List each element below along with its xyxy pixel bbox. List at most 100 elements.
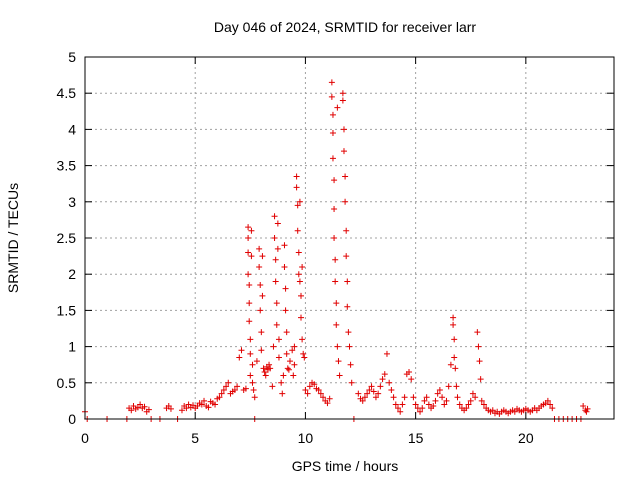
grid-lines xyxy=(85,57,614,419)
data-point xyxy=(247,336,254,343)
data-point xyxy=(128,407,135,414)
chart-title: Day 046 of 2024, SRMTID for receiver lar… xyxy=(214,19,477,35)
data-point xyxy=(201,397,208,404)
data-point xyxy=(245,224,252,231)
data-point xyxy=(347,361,354,368)
data-point xyxy=(475,343,482,350)
data-point xyxy=(278,379,285,386)
data-point xyxy=(178,407,185,414)
data-point xyxy=(434,390,441,397)
data-point xyxy=(329,130,336,137)
data-point xyxy=(377,383,384,390)
data-point xyxy=(326,395,333,402)
data-point xyxy=(275,354,282,361)
data-point xyxy=(216,394,223,401)
data-point xyxy=(342,173,349,180)
data-point xyxy=(436,387,443,394)
data-point xyxy=(406,368,413,375)
x-tick-label: 0 xyxy=(81,430,89,446)
y-tick-label: 4.5 xyxy=(57,85,77,101)
data-point xyxy=(472,394,479,401)
data-point xyxy=(299,336,306,343)
y-tick-label: 0.5 xyxy=(57,375,77,391)
data-point xyxy=(245,249,252,256)
data-point xyxy=(425,401,432,408)
data-point xyxy=(238,347,245,354)
data-point xyxy=(274,220,281,227)
data-point xyxy=(334,104,341,111)
data-point xyxy=(372,394,379,401)
x-tick-label: 15 xyxy=(408,430,424,446)
y-tick-label: 3 xyxy=(68,194,76,210)
data-point xyxy=(246,318,253,325)
data-point xyxy=(547,401,554,408)
x-tick-label: 5 xyxy=(191,430,199,446)
data-point xyxy=(451,354,458,361)
data-point xyxy=(283,350,290,357)
data-point xyxy=(300,350,307,357)
data-point xyxy=(301,354,308,361)
data-point xyxy=(328,79,335,86)
data-points xyxy=(82,79,591,422)
data-point xyxy=(345,329,352,336)
data-point xyxy=(259,292,266,299)
data-point xyxy=(478,397,485,404)
data-point xyxy=(419,405,426,412)
data-point xyxy=(454,394,461,401)
data-point xyxy=(245,271,252,278)
data-point xyxy=(450,321,457,328)
y-tick-label: 3.5 xyxy=(57,158,77,174)
data-point xyxy=(279,390,286,397)
data-point xyxy=(250,387,257,394)
data-point xyxy=(463,405,470,412)
data-point xyxy=(423,394,430,401)
data-point xyxy=(344,303,351,310)
data-point xyxy=(280,372,287,379)
data-point xyxy=(335,358,342,365)
data-point xyxy=(223,383,230,390)
data-point xyxy=(225,379,232,386)
data-point xyxy=(375,390,382,397)
x-tick-label: 10 xyxy=(298,430,314,446)
data-point xyxy=(344,278,351,285)
data-point xyxy=(390,394,397,401)
data-point xyxy=(282,307,289,314)
data-point xyxy=(370,388,377,395)
data-point xyxy=(346,343,353,350)
data-point xyxy=(272,278,279,285)
data-point xyxy=(258,347,265,354)
data-point xyxy=(392,401,399,408)
data-point xyxy=(282,285,289,292)
data-point xyxy=(410,394,417,401)
data-point xyxy=(453,383,460,390)
data-point xyxy=(364,390,371,397)
data-point xyxy=(293,184,300,191)
data-point xyxy=(342,198,349,205)
data-point xyxy=(315,387,322,394)
data-point xyxy=(469,390,476,397)
data-point xyxy=(183,405,190,412)
data-point xyxy=(343,227,350,234)
data-point xyxy=(286,358,293,365)
data-point xyxy=(198,401,205,408)
data-point xyxy=(348,379,355,386)
data-point xyxy=(544,397,551,404)
data-point xyxy=(266,361,273,368)
data-point xyxy=(260,365,267,372)
data-point xyxy=(293,173,300,180)
x-axis-label: GPS time / hours xyxy=(292,458,399,474)
data-point xyxy=(294,227,301,234)
data-point xyxy=(271,213,278,220)
data-point xyxy=(397,408,404,415)
data-point xyxy=(281,263,288,270)
data-point xyxy=(249,379,256,386)
data-point xyxy=(381,371,388,378)
data-point xyxy=(270,343,277,350)
data-point xyxy=(220,387,227,394)
data-point xyxy=(320,394,327,401)
data-point xyxy=(336,372,343,379)
data-point xyxy=(452,365,459,372)
data-point xyxy=(421,397,428,404)
data-point xyxy=(273,300,280,307)
data-point xyxy=(231,387,238,394)
